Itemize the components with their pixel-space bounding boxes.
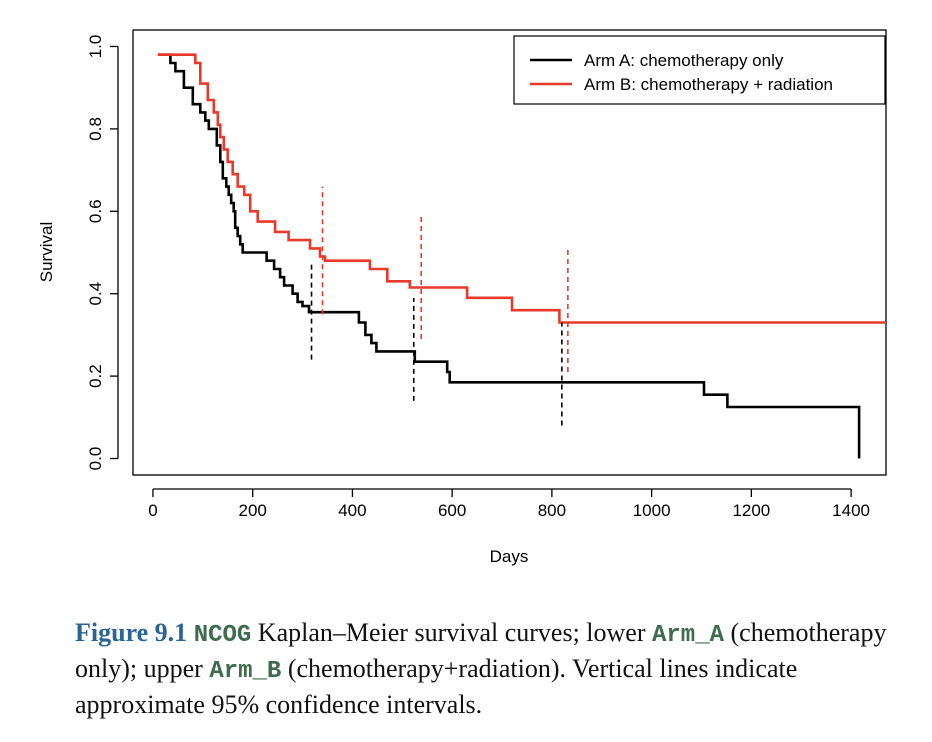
caption-text-2: (chemotherapy only); upper [75,618,887,683]
legend: Arm A: chemotherapy only Arm B: chemothe… [513,35,886,105]
legend-label-arm-a: Arm A: chemotherapy only [584,51,784,70]
confidence-intervals [310,186,569,426]
caption-code-arm-a: Arm_A [652,622,725,649]
caption-figure-label: Figure 9.1 [75,618,188,647]
y-tick-label: 0.8 [86,117,105,141]
chart-area: 0.0 0.2 0.4 0.6 0.8 1.0 0 200 400 600 800 1000 1200… [37,29,887,566]
figure-caption: Figure 9.1 NCOG Kaplan–Meier survival cu… [75,616,915,721]
y-tick-label: 0.2 [86,364,105,388]
x-axis: 0 200 400 600 800 1000 1200 1400 [148,488,870,520]
x-tick-label: 1000 [633,501,671,520]
caption-code-ncog: NCOG [193,622,252,649]
y-axis: 0.0 0.2 0.4 0.6 0.8 1.0 [86,35,119,471]
legend-label-arm-b: Arm B: chemotherapy + radiation [584,75,833,94]
y-tick-label: 1.0 [86,35,105,59]
series-layer [157,53,886,459]
x-axis-label: Days [490,547,529,566]
caption-text-3: (chemotherapy+radiation). Vertical lines… [75,654,798,719]
y-tick-label: 0.4 [86,282,105,306]
x-tick-label: 1200 [732,501,770,520]
y-tick-label: 0.6 [86,199,105,223]
y-tick-label: 0.0 [86,447,105,471]
x-tick-label: 800 [538,501,566,520]
series-line-arm-b [157,53,886,324]
x-tick-label: 1400 [832,501,870,520]
x-tick-label: 400 [338,501,366,520]
legend-box [513,35,886,105]
kaplan-meier-chart: 0.0 0.2 0.4 0.6 0.8 1.0 0 200 400 600 800 1000 1200… [37,29,887,566]
caption-text-1: Kaplan–Meier survival curves; lower [251,618,652,647]
x-tick-label: 0 [148,501,157,520]
x-tick-label: 200 [238,501,266,520]
y-axis-label: Survival [37,222,56,282]
series-line-arm-a [157,53,861,459]
caption-code-arm-b: Arm_B [209,658,282,685]
plot-frame [132,29,887,476]
x-tick-label: 600 [438,501,466,520]
